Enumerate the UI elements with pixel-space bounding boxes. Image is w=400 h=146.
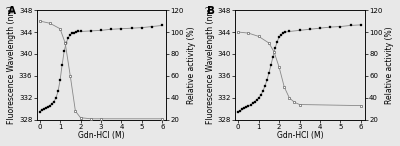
Y-axis label: Fluorescence Wavelength (nm): Fluorescence Wavelength (nm): [206, 6, 215, 124]
Y-axis label: Relative activity (%): Relative activity (%): [187, 26, 196, 104]
Text: B: B: [207, 6, 215, 16]
Y-axis label: Fluorescence Wavelength (nm): Fluorescence Wavelength (nm): [7, 6, 16, 124]
X-axis label: Gdn-HCl (M): Gdn-HCl (M): [277, 131, 323, 140]
Text: A: A: [8, 6, 16, 16]
X-axis label: Gdn-HCl (M): Gdn-HCl (M): [78, 131, 125, 140]
Y-axis label: Relative activity (%): Relative activity (%): [386, 26, 394, 104]
